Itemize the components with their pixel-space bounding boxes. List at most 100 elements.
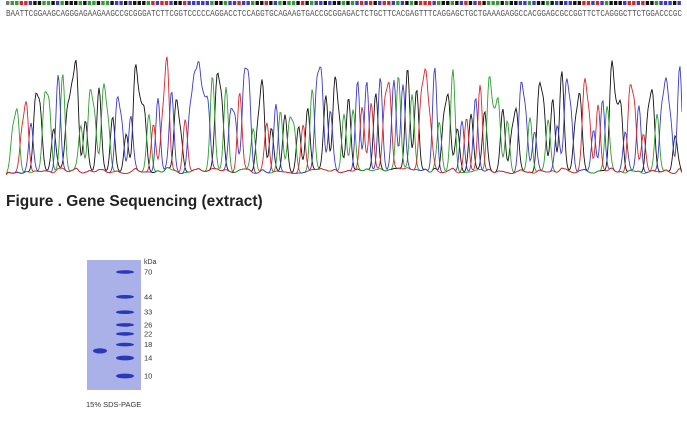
base-marker — [273, 1, 278, 5]
base-marker — [146, 1, 151, 5]
base-marker — [319, 1, 323, 5]
base-marker — [142, 1, 146, 5]
base-marker — [636, 1, 641, 5]
base-marker — [42, 1, 46, 5]
base-marker — [160, 1, 164, 5]
marker-band — [116, 270, 134, 274]
base-marker — [405, 1, 409, 5]
base-marker — [173, 1, 178, 5]
marker-label: 44 — [144, 292, 152, 301]
base-marker — [368, 1, 373, 5]
base-marker — [609, 1, 613, 5]
base-marker — [28, 1, 33, 5]
base-marker — [505, 1, 509, 5]
base-marker — [151, 1, 155, 5]
base-marker — [137, 1, 141, 5]
sequence-color-strip — [6, 1, 681, 5]
base-marker — [192, 1, 196, 5]
base-marker — [182, 1, 187, 5]
base-marker — [591, 1, 595, 5]
base-marker — [364, 1, 368, 5]
base-marker — [19, 1, 24, 5]
marker-label: 18 — [144, 340, 152, 349]
base-marker — [110, 1, 114, 5]
base-marker — [309, 1, 314, 5]
base-marker — [677, 1, 681, 5]
base-marker — [495, 1, 500, 5]
base-marker — [604, 1, 609, 5]
base-marker — [491, 1, 495, 5]
base-marker — [74, 1, 78, 5]
base-marker — [260, 1, 264, 5]
base-marker — [532, 1, 536, 5]
base-marker — [92, 1, 96, 5]
base-marker — [46, 1, 51, 5]
base-marker — [482, 1, 486, 5]
base-marker — [663, 1, 668, 5]
base-marker — [37, 1, 42, 5]
base-marker — [396, 1, 400, 5]
base-marker — [400, 1, 405, 5]
base-marker — [409, 1, 414, 5]
marker-band — [116, 332, 134, 336]
marker-lane — [116, 270, 134, 379]
base-marker — [414, 1, 418, 5]
base-marker — [355, 1, 359, 5]
base-marker — [51, 1, 55, 5]
sequence-bases: BAATTCGGAAGCAGGGAGAAGAAGCCGCGGGATCTTCGGT… — [6, 9, 682, 18]
base-marker — [446, 1, 450, 5]
base-marker — [305, 1, 309, 5]
base-marker — [282, 1, 287, 5]
base-marker — [210, 1, 214, 5]
base-marker — [237, 1, 241, 5]
base-marker — [455, 1, 459, 5]
trace-a — [6, 69, 682, 175]
base-marker — [564, 1, 568, 5]
base-marker — [314, 1, 318, 5]
base-marker — [659, 1, 663, 5]
base-marker — [178, 1, 182, 5]
base-marker — [133, 1, 137, 5]
base-marker — [164, 1, 169, 5]
base-marker — [337, 1, 341, 5]
base-marker — [527, 1, 532, 5]
base-marker — [155, 1, 160, 5]
base-marker — [459, 1, 464, 5]
base-marker — [346, 1, 350, 5]
base-marker — [486, 1, 491, 5]
base-marker — [332, 1, 337, 5]
base-marker — [278, 1, 282, 5]
base-marker — [477, 1, 482, 5]
marker-label: 22 — [144, 329, 152, 338]
marker-label: 10 — [144, 372, 152, 381]
base-marker — [441, 1, 445, 5]
base-marker — [119, 1, 123, 5]
base-marker — [232, 1, 237, 5]
base-marker — [523, 1, 527, 5]
base-marker — [418, 1, 423, 5]
sequence-text: BAATTCGGAAGCAGGGAGAAGAAGCCGCGGGATCTTCGGT… — [6, 9, 682, 18]
base-marker — [554, 1, 559, 5]
base-marker — [373, 1, 377, 5]
base-marker — [187, 1, 191, 5]
base-marker — [437, 1, 441, 5]
gel-caption: 15% SDS-PAGE — [86, 400, 141, 409]
base-marker — [464, 1, 468, 5]
base-marker — [255, 1, 259, 5]
marker-label: 70 — [144, 268, 152, 277]
base-marker — [269, 1, 273, 5]
base-marker — [250, 1, 255, 5]
base-marker — [123, 1, 128, 5]
base-marker — [654, 1, 659, 5]
marker-label: 14 — [144, 354, 152, 363]
base-marker — [219, 1, 223, 5]
base-marker — [432, 1, 436, 5]
base-marker — [300, 1, 305, 5]
base-marker — [618, 1, 622, 5]
base-marker — [223, 1, 228, 5]
base-marker — [264, 1, 268, 5]
base-marker — [550, 1, 554, 5]
base-marker — [105, 1, 110, 5]
